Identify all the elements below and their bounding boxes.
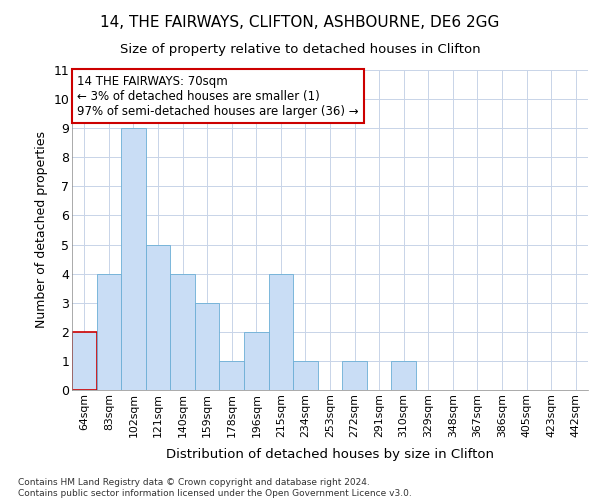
Text: Size of property relative to detached houses in Clifton: Size of property relative to detached ho… bbox=[119, 42, 481, 56]
X-axis label: Distribution of detached houses by size in Clifton: Distribution of detached houses by size … bbox=[166, 448, 494, 461]
Bar bbox=[121, 128, 146, 390]
Text: 14, THE FAIRWAYS, CLIFTON, ASHBOURNE, DE6 2GG: 14, THE FAIRWAYS, CLIFTON, ASHBOURNE, DE… bbox=[100, 15, 500, 30]
Bar bbox=[72, 332, 97, 390]
Bar bbox=[170, 274, 195, 390]
Bar bbox=[391, 361, 416, 390]
Text: 14 THE FAIRWAYS: 70sqm
← 3% of detached houses are smaller (1)
97% of semi-detac: 14 THE FAIRWAYS: 70sqm ← 3% of detached … bbox=[77, 75, 359, 118]
Bar bbox=[342, 361, 367, 390]
Bar bbox=[220, 361, 244, 390]
Y-axis label: Number of detached properties: Number of detached properties bbox=[35, 132, 48, 328]
Bar bbox=[146, 244, 170, 390]
Bar bbox=[244, 332, 269, 390]
Bar bbox=[293, 361, 318, 390]
Text: Contains HM Land Registry data © Crown copyright and database right 2024.
Contai: Contains HM Land Registry data © Crown c… bbox=[18, 478, 412, 498]
Bar bbox=[195, 302, 220, 390]
Bar bbox=[97, 274, 121, 390]
Bar bbox=[269, 274, 293, 390]
